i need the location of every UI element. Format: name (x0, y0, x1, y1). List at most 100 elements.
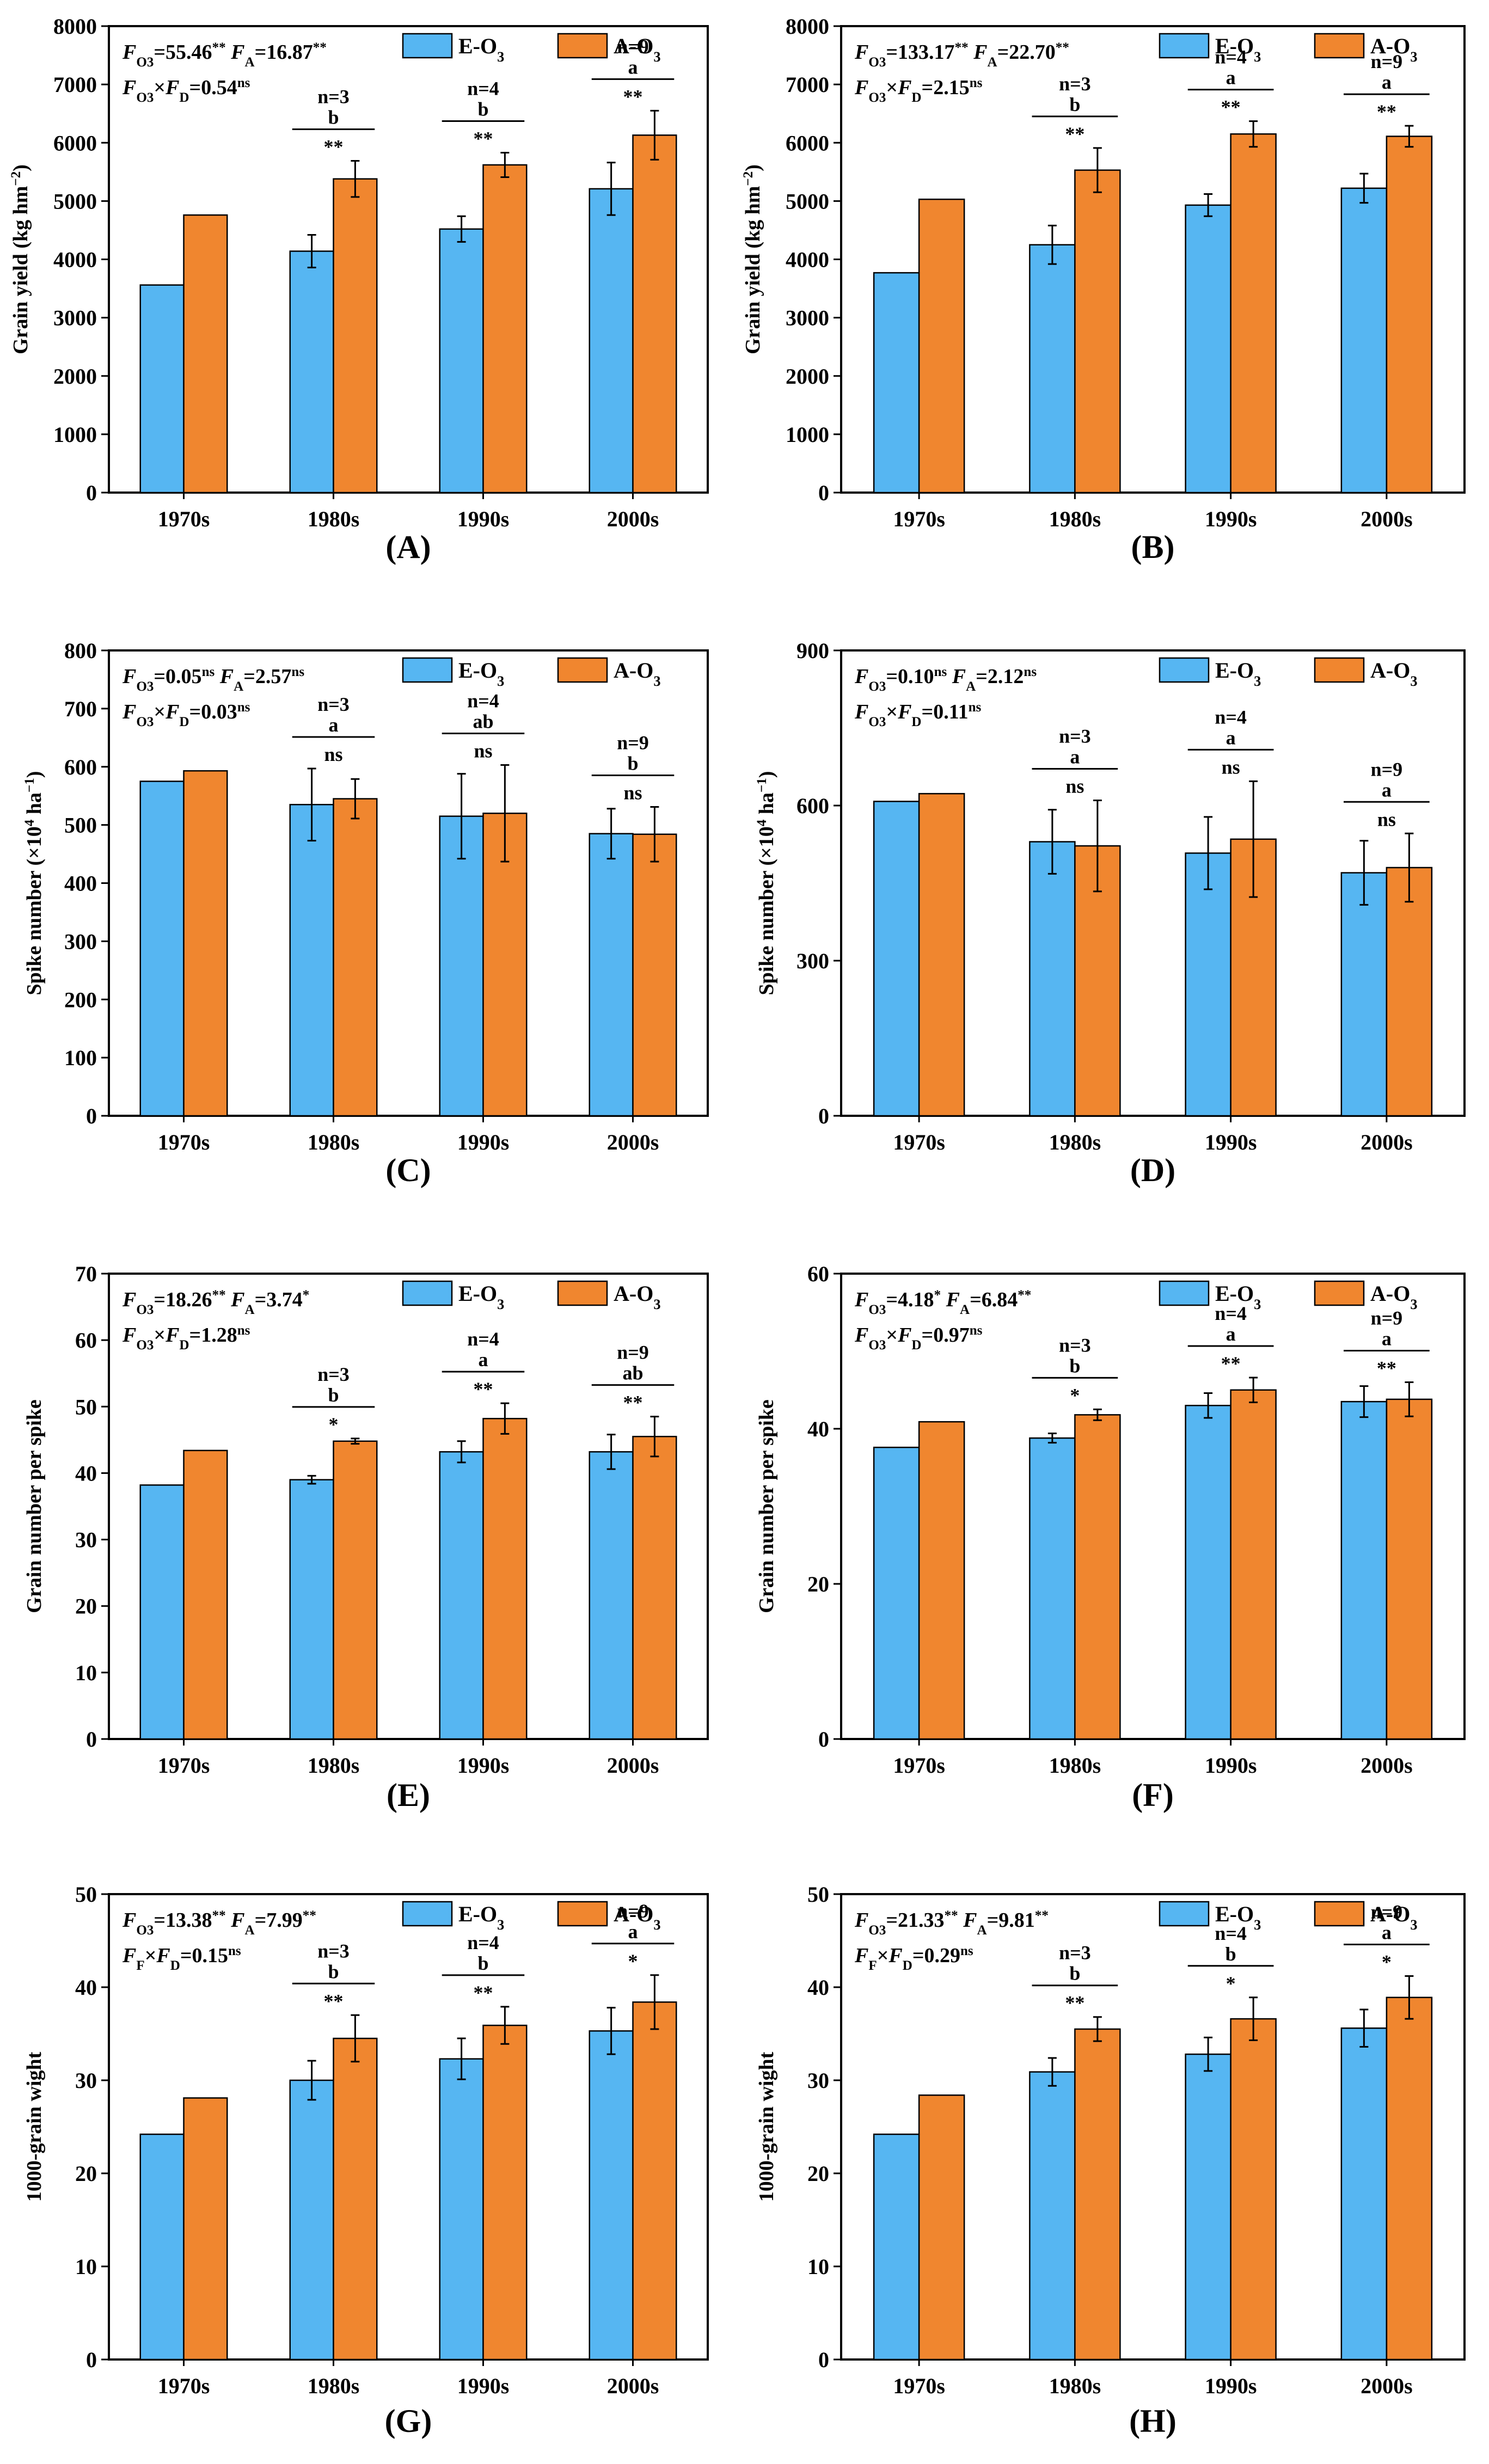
bar-e-o3-2000s (589, 1451, 634, 1740)
y-axis-label-group: Spike number (×104 ha−1) (755, 771, 779, 996)
bar-a-o3-1980s (333, 2037, 378, 2361)
significance-mark: ** (1377, 1357, 1396, 1379)
anova-stats-main: FO3=4.18* FA=6.84** (854, 1288, 1031, 1317)
legend-label-a-o3: A-O3 (614, 34, 661, 65)
x-tick-label: 2000s (1361, 2374, 1413, 2398)
y-tick-label: 0 (86, 481, 97, 505)
plot-frame (840, 649, 1466, 1117)
bar-e-o3-1980s (1029, 244, 1076, 494)
y-axis-label: Spike number (×104 ha−1) (755, 771, 779, 996)
bar-a-o3-1970s (918, 2094, 965, 2361)
sample-size: n=4 (467, 1328, 499, 1350)
panel-G: 0 10 20 30 40 50 1000-grain wight 1970s 1980s 199… (23, 1882, 709, 2439)
y-tick-label: 2000 (53, 364, 97, 389)
x-tick-label: 1970s (893, 1753, 945, 1778)
y-tick-label: 20 (807, 2161, 829, 2186)
legend-label-a-o3: A-O3 (614, 1281, 661, 1312)
y-tick-label: 4000 (786, 248, 829, 272)
panel-F: 0 20 40 60 Grain number per spike 1970s 1980s 1… (755, 1262, 1466, 1813)
group-letter: b (1069, 1355, 1080, 1377)
y-tick-label: 300 (796, 949, 829, 973)
y-tick-label: 50 (75, 1394, 97, 1419)
group-letter: b (477, 98, 488, 120)
significance-mark: ** (1065, 1992, 1084, 2014)
legend-label-e-o3: E-O3 (458, 658, 504, 689)
bar-a-o3-1970s (918, 792, 965, 1117)
x-tick-label: 2000s (1361, 507, 1413, 531)
group-letter: a (329, 714, 339, 736)
x-tick-label: 1990s (457, 507, 510, 531)
bar-a-o3-2000s (1386, 1996, 1433, 2361)
significance-mark: ** (474, 1982, 493, 2004)
significance-mark: ** (324, 136, 344, 157)
group-letter: b (328, 1961, 339, 1982)
group-letter: b (328, 1384, 339, 1406)
plot-frame (108, 1893, 709, 2361)
y-axis-label-group: Spike number (×104 ha−1) (22, 771, 46, 996)
bar-e-o3-1990s (1185, 2053, 1231, 2361)
panel-label: (H) (1129, 2403, 1177, 2439)
panel-D: 0 300 600 900 Spike number (×104 ha−1) 1970s 1… (755, 638, 1466, 1188)
bar-e-o3-1990s (439, 815, 484, 1117)
legend-swatch-e-o3 (1159, 1280, 1210, 1306)
x-tick-label: 2000s (607, 1130, 659, 1154)
plot-frame (840, 1893, 1466, 2361)
bar-e-o3-2000s (1340, 1400, 1388, 1740)
anova-stats-interaction: FO3×FD=1.28ns (122, 1323, 250, 1353)
x-tick-label: 1990s (1205, 507, 1257, 531)
y-tick-label: 40 (75, 1461, 97, 1485)
y-axis-label: Spike number (×104 ha−1) (22, 771, 46, 996)
panel-label: (F) (1132, 1777, 1174, 1813)
group-letter: ab (622, 1362, 643, 1384)
legend-label-a-o3: A-O3 (614, 1902, 661, 1933)
x-tick-label: 1980s (1049, 1753, 1101, 1778)
y-tick-label: 40 (807, 1975, 829, 2000)
bar-e-o3-2000s (589, 833, 634, 1117)
legend-label-e-o3: E-O3 (458, 1902, 504, 1933)
y-tick-label: 20 (807, 1572, 829, 1596)
bar-a-o3-2000s (632, 1436, 677, 1740)
y-axis-label: 1000-grain wight (755, 2051, 778, 2202)
y-tick-label: 70 (75, 1262, 97, 1286)
bar-e-o3-2000s (589, 2030, 634, 2361)
x-tick-label: 1990s (1205, 1130, 1257, 1154)
sample-size: n=9 (1371, 51, 1403, 72)
plot-frame (840, 1273, 1466, 1740)
y-tick-label: 7000 (53, 72, 97, 97)
x-tick-label: 1970s (893, 1130, 945, 1154)
y-tick-label: 0 (86, 1727, 97, 1752)
y-tick-label: 20 (75, 2161, 97, 2186)
bar-a-o3-1970s (183, 2097, 228, 2361)
sample-size: n=4 (1215, 46, 1247, 68)
significance-mark: * (1382, 1951, 1392, 1973)
anova-stats-interaction: FO3×FD=0.97ns (854, 1323, 983, 1353)
x-tick-label: 2000s (607, 1753, 659, 1778)
legend-swatch-a-o3 (1314, 1901, 1365, 1927)
bar-a-o3-1970s (183, 1449, 228, 1740)
x-tick-label: 1990s (457, 2374, 510, 2398)
sample-size: n=3 (1059, 726, 1091, 747)
y-tick-label: 10 (807, 2254, 829, 2279)
legend-label-e-o3: E-O3 (1215, 34, 1261, 65)
panel-H: 0 10 20 30 40 50 1000-grain wight 1970s 1980s 199… (755, 1882, 1466, 2439)
y-tick-label: 1000 (53, 422, 97, 447)
bar-a-o3-2000s (1386, 867, 1433, 1117)
y-tick-label: 500 (64, 813, 97, 838)
legend-label-e-o3: E-O3 (1215, 1902, 1261, 1933)
significance-mark: ns (1065, 776, 1084, 797)
anova-stats-main: FO3=133.17** FA=22.70** (854, 40, 1069, 70)
bar-e-o3-1970s (139, 1484, 185, 1740)
bar-a-o3-1990s (1230, 2018, 1277, 2361)
group-letter: b (1225, 1943, 1236, 1965)
x-tick-label: 1980s (308, 1130, 360, 1154)
y-tick-label: 0 (86, 1104, 97, 1128)
group-letter: b (477, 1952, 488, 1974)
group-letter: ab (473, 711, 493, 733)
bar-a-o3-1990s (482, 813, 528, 1117)
bar-a-o3-1990s (482, 1418, 528, 1740)
y-tick-label: 700 (64, 697, 97, 721)
bar-e-o3-1970s (873, 1446, 920, 1740)
panel-E: 0 10 20 30 40 50 60 70 Grain number per spike 197… (23, 1262, 709, 1813)
anova-stats-main: FO3=13.38** FA=7.99** (122, 1908, 316, 1938)
x-tick-label: 1980s (308, 1753, 360, 1778)
